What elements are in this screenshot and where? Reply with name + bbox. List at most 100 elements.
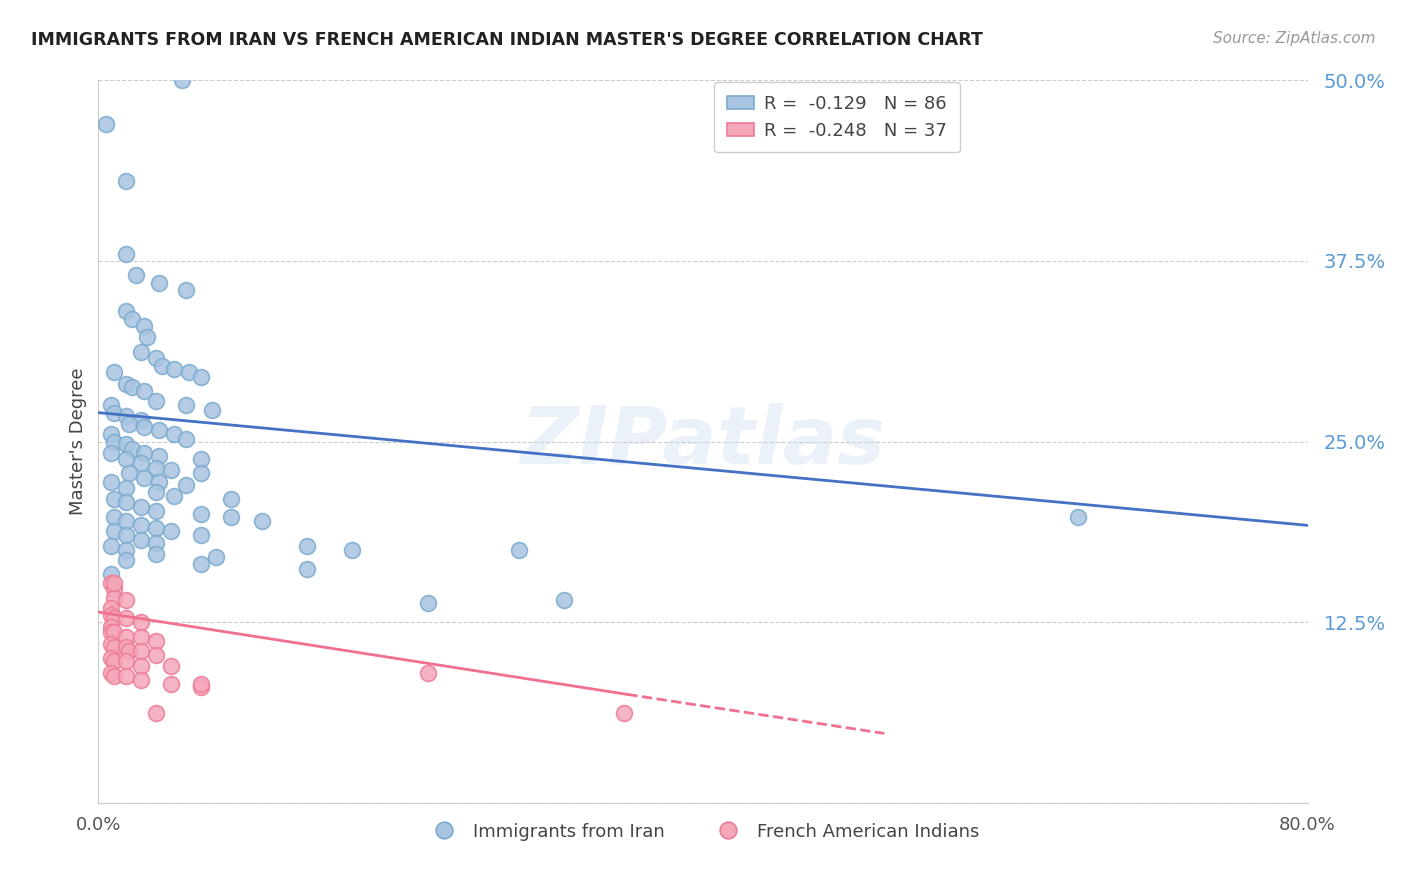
Point (121, 311, 143, 326)
Point (148, 276, 170, 290)
Point (103, 434, 125, 449)
Point (160, 524, 183, 538)
Point (114, 593, 136, 607)
Point (163, 362, 186, 376)
Point (103, 640, 125, 654)
Point (416, 596, 439, 610)
Point (100, 539, 122, 553)
Point (114, 640, 136, 654)
Point (114, 528, 136, 542)
Point (145, 535, 167, 549)
Point (114, 451, 136, 466)
Point (103, 509, 125, 524)
Point (103, 365, 125, 379)
Text: Source: ZipAtlas.com: Source: ZipAtlas.com (1212, 31, 1375, 46)
Point (100, 619, 122, 633)
Point (145, 706, 167, 721)
Point (114, 668, 136, 682)
Point (145, 394, 167, 409)
Point (145, 547, 167, 561)
Point (342, 542, 364, 557)
Point (103, 582, 125, 596)
Point (129, 615, 152, 630)
Point (250, 514, 273, 528)
Point (103, 576, 125, 591)
Point (118, 644, 141, 658)
Point (132, 420, 155, 434)
Point (1067, 509, 1090, 524)
Point (103, 668, 125, 682)
Point (114, 630, 136, 644)
Point (129, 518, 152, 533)
Point (416, 665, 439, 680)
Point (100, 625, 122, 640)
Point (190, 451, 212, 466)
Point (129, 630, 152, 644)
Point (118, 467, 141, 481)
Point (174, 432, 197, 446)
Point (103, 611, 125, 625)
Point (205, 550, 228, 565)
Point (114, 553, 136, 567)
Point (190, 677, 212, 691)
Point (129, 345, 152, 359)
Point (100, 427, 122, 442)
Point (190, 680, 212, 694)
Point (160, 658, 183, 673)
Point (132, 318, 155, 333)
Point (553, 593, 575, 607)
Text: IMMIGRANTS FROM IRAN VS FRENCH AMERICAN INDIAN MASTER'S DEGREE CORRELATION CHART: IMMIGRANTS FROM IRAN VS FRENCH AMERICAN … (31, 31, 983, 49)
Point (613, 706, 636, 721)
Point (135, 330, 157, 344)
Point (125, 268, 148, 283)
Point (103, 524, 125, 538)
Point (190, 558, 212, 572)
Point (114, 654, 136, 668)
Point (145, 460, 167, 475)
Point (94, 117, 117, 131)
Point (145, 485, 167, 500)
Legend: Immigrants from Iran, French American Indians: Immigrants from Iran, French American In… (419, 815, 987, 848)
Point (145, 634, 167, 648)
Point (129, 456, 152, 470)
Point (174, 478, 197, 492)
Point (114, 542, 136, 557)
Point (150, 359, 173, 374)
Point (174, 283, 197, 297)
Point (100, 576, 122, 591)
Point (295, 539, 318, 553)
Point (121, 379, 143, 393)
Point (100, 567, 122, 582)
Point (174, 398, 197, 412)
Text: ZIPatlas: ZIPatlas (520, 402, 886, 481)
Point (148, 423, 170, 437)
Point (160, 677, 183, 691)
Point (163, 490, 186, 504)
Point (129, 413, 152, 427)
Point (132, 470, 155, 484)
Point (100, 475, 122, 489)
Point (190, 467, 212, 481)
Point (201, 402, 224, 417)
Point (179, 365, 201, 379)
Point (190, 369, 212, 384)
Point (114, 246, 136, 260)
Point (129, 533, 152, 547)
Point (114, 174, 136, 188)
Point (114, 437, 136, 451)
Point (118, 417, 141, 432)
Point (221, 509, 243, 524)
Point (114, 409, 136, 423)
Point (145, 351, 167, 365)
Point (129, 658, 152, 673)
Point (114, 495, 136, 509)
Point (103, 625, 125, 640)
Point (114, 304, 136, 318)
Point (100, 600, 122, 615)
Point (114, 514, 136, 528)
Point (170, 73, 193, 87)
Point (103, 591, 125, 605)
Point (100, 607, 122, 622)
Point (100, 446, 122, 460)
Point (132, 446, 155, 460)
